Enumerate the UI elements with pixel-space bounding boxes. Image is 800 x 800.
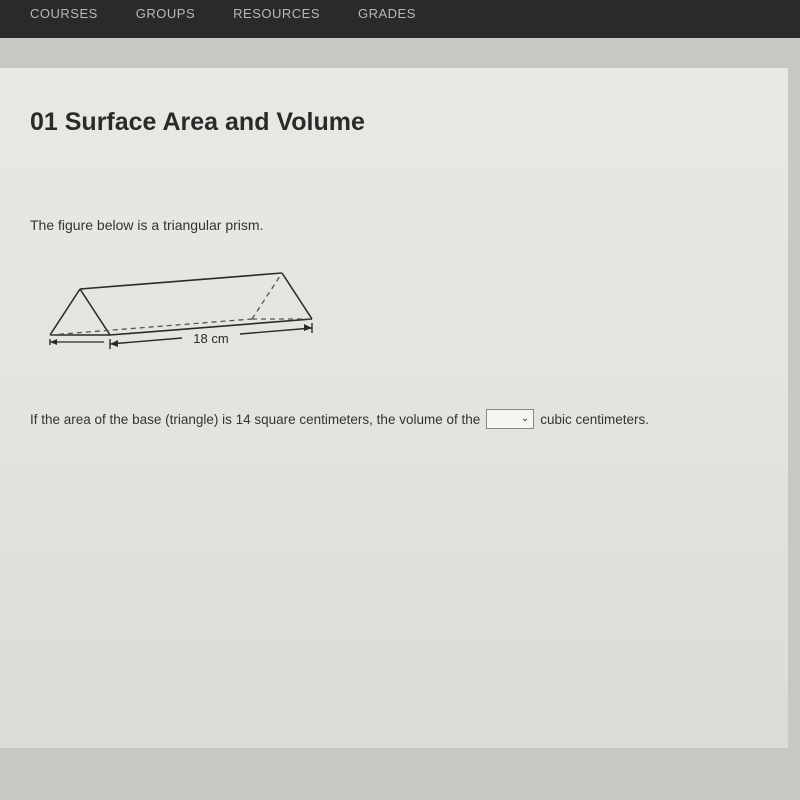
nav-grades[interactable]: GRADES [358,6,416,21]
prism-figure: 18 cm [44,263,324,393]
page-title: 01 Surface Area and Volume [30,108,758,137]
answer-dropdown[interactable]: ⌄ [486,409,534,429]
nav-courses[interactable]: COURSES [30,6,98,21]
nav-resources[interactable]: RESOURCES [233,6,320,21]
question-prefix: If the area of the base (triangle) is 14… [30,412,480,427]
question-prompt: The figure below is a triangular prism. [30,217,758,233]
nav-groups[interactable]: GROUPS [136,6,195,21]
length-label: 18 cm [193,331,228,346]
question-line: If the area of the base (triangle) is 14… [30,409,758,429]
chevron-down-icon: ⌄ [521,414,529,424]
top-nav: COURSES GROUPS RESOURCES GRADES [0,0,800,38]
content-panel: 01 Surface Area and Volume The figure be… [0,68,788,748]
question-suffix: cubic centimeters. [540,412,649,427]
